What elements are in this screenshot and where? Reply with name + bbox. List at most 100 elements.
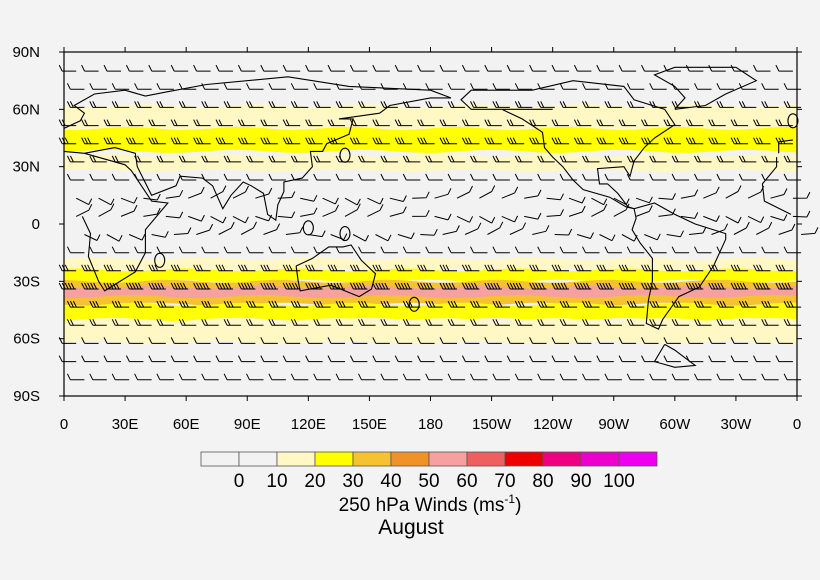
- wind-barb: [761, 173, 779, 181]
- wind-barb: [143, 193, 161, 201]
- wind-barb: [618, 64, 637, 72]
- wind-barb: [649, 300, 667, 308]
- wind-barb: [596, 119, 614, 127]
- wind-barb: [641, 119, 659, 127]
- colorbar-title-close: ): [515, 495, 521, 516]
- wind-barb: [128, 233, 146, 241]
- wind-barb: [372, 119, 390, 127]
- wind-barb: [237, 119, 256, 127]
- wind-barb: [753, 337, 771, 344]
- wind-barb: [792, 191, 811, 199]
- lon-label: 30E: [112, 416, 139, 433]
- wind-barb: [573, 119, 592, 127]
- wind-barb: [246, 173, 264, 181]
- wind-barb: [125, 64, 144, 72]
- wind-barb: [573, 355, 592, 363]
- lat-label: 30N: [12, 159, 40, 176]
- wind-barb: [551, 337, 569, 344]
- wind-barb: [394, 355, 413, 363]
- wind-barb: [125, 137, 144, 145]
- wind-barb: [434, 188, 452, 199]
- wind-barb: [506, 337, 525, 344]
- wind-barb: [733, 221, 750, 235]
- colorbar-label: 70: [494, 471, 515, 492]
- wind-barb: [358, 155, 376, 163]
- wind-barb: [66, 101, 85, 108]
- wind-barb: [156, 246, 174, 254]
- wind-barb: [730, 282, 749, 290]
- wind-barb: [282, 64, 301, 72]
- wind-barb: [716, 173, 734, 181]
- wind-barb: [464, 222, 482, 235]
- wind-barb: [551, 264, 569, 272]
- wind-barb: [613, 197, 630, 206]
- wind-barb: [125, 355, 144, 363]
- wind-barb: [402, 373, 421, 381]
- wind-barb: [372, 264, 390, 272]
- wind-barb: [604, 373, 622, 381]
- wind-barb: [178, 173, 197, 181]
- wind-barb: [402, 246, 421, 254]
- wind-barb: [716, 319, 734, 326]
- wind-barb: [394, 264, 413, 272]
- wind-barb: [349, 64, 368, 72]
- wind-barb: [559, 246, 578, 254]
- wind-barb: [290, 155, 309, 163]
- wind-barb: [237, 355, 256, 363]
- wind-barb: [708, 282, 726, 290]
- wind-barb: [170, 119, 189, 127]
- wind-barb: [694, 173, 712, 181]
- wind-barb: [246, 83, 264, 90]
- longitude-labels: 0 30E 60E 90E 120E 150E 180 150W 120W 90W 60W 30W 0: [60, 416, 801, 433]
- wind-barb: [196, 223, 214, 235]
- wind-barb: [372, 355, 390, 363]
- wind-barb: [349, 337, 368, 344]
- wind-barb: [327, 119, 345, 127]
- wind-barb: [635, 205, 653, 217]
- wind-barb: [649, 83, 667, 90]
- wind-barb: [148, 137, 166, 145]
- wind-barb: [178, 300, 197, 308]
- wind-barb: [260, 264, 278, 272]
- wind-barb: [305, 282, 323, 290]
- wind-barb: [148, 264, 166, 272]
- wind-barb: [263, 223, 281, 235]
- wind-barb: [156, 83, 174, 90]
- wind-barb: [551, 355, 569, 363]
- colorbar-label: 100: [603, 471, 635, 492]
- wind-barb: [417, 337, 435, 344]
- wind-barb: [402, 319, 421, 326]
- wind-barb: [618, 264, 637, 272]
- wind-barb: [671, 173, 690, 181]
- wind-barb: [402, 83, 421, 90]
- wind-barb: [260, 137, 278, 145]
- wind-barb: [335, 155, 354, 163]
- wind-barb: [223, 300, 242, 308]
- wind-barb: [689, 226, 707, 235]
- wind-barb: [66, 155, 85, 163]
- wind-barb: [394, 282, 413, 290]
- wind-barb: [380, 173, 398, 181]
- wind-barb: [685, 337, 704, 344]
- wind-barb: [201, 246, 219, 254]
- wind-barb: [775, 137, 793, 145]
- wind-barb: [282, 282, 301, 290]
- wind-barb: [344, 203, 361, 217]
- wind-barb: [694, 373, 712, 381]
- wind-barb: [125, 282, 144, 290]
- wind-barb: [559, 173, 578, 181]
- wind-barb: [439, 64, 457, 72]
- coastline-south-america: [631, 202, 727, 330]
- wind-barb: [626, 101, 645, 108]
- wind-barb: [81, 137, 99, 145]
- wind-barb: [215, 282, 233, 290]
- wind-barb: [111, 319, 130, 326]
- wind-barb: [282, 355, 301, 363]
- wind-barb: [621, 234, 638, 242]
- wind-barb: [134, 246, 152, 254]
- wind-barb: [380, 373, 398, 381]
- wind-barb: [81, 355, 99, 363]
- wind-barb: [358, 373, 376, 381]
- wind-barb: [134, 155, 152, 163]
- wind-barb: [456, 215, 474, 223]
